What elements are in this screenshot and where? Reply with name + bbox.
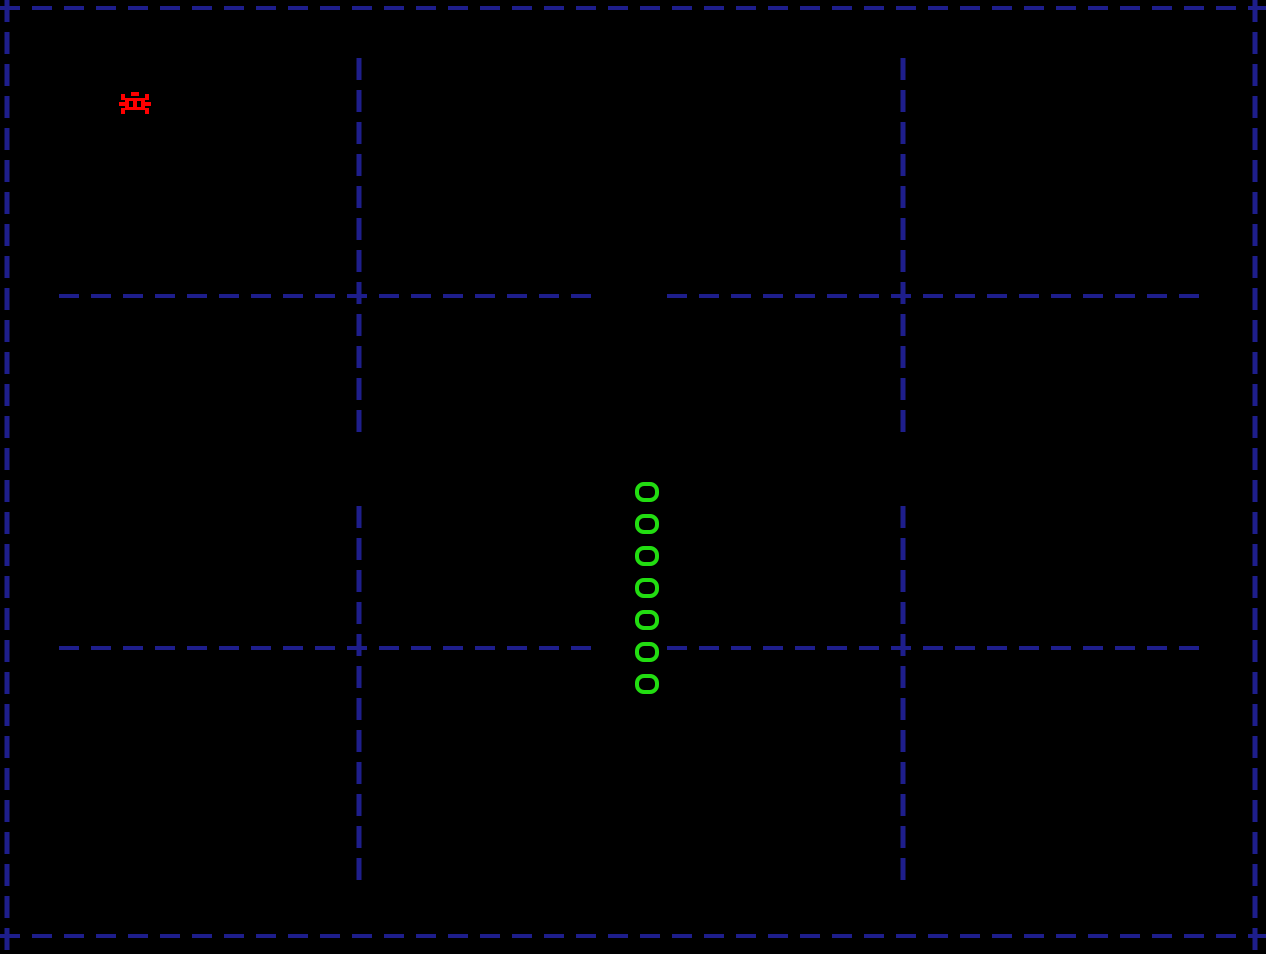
snake-segment [635, 674, 659, 694]
snake [635, 482, 659, 694]
food [119, 92, 151, 114]
snake-segment [635, 642, 659, 662]
snake-segment [635, 610, 659, 630]
bug-icon [119, 92, 151, 114]
snake-head [635, 482, 659, 502]
snake-segment [635, 546, 659, 566]
snake-segment [635, 578, 659, 598]
snake-segment [635, 514, 659, 534]
